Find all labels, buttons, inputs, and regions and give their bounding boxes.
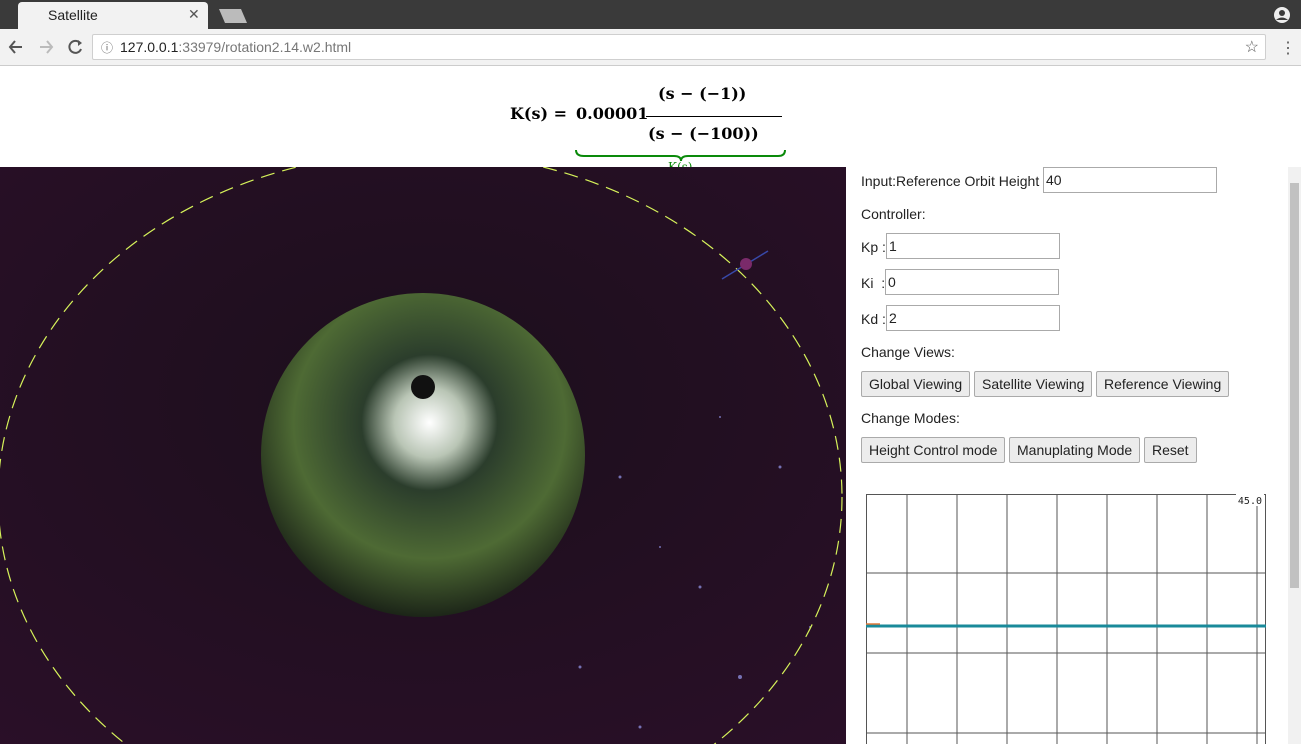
reference-label: Input:Reference Orbit Height [861,173,1040,189]
profile-icon[interactable] [1273,6,1291,24]
ki-input[interactable]: 0 [885,269,1059,295]
controller-label: Controller: [861,206,926,222]
mode-button[interactable]: Reset [1144,437,1197,463]
fraction-bar [646,116,782,117]
nav-buttons[interactable] [8,37,88,57]
3d-scene[interactable] [0,167,846,744]
new-tab[interactable] [215,7,249,25]
control-panel: Input:Reference Orbit Height 40 Controll… [846,167,1288,744]
menu-icon[interactable]: ⋮ [1280,40,1296,57]
kp-label: Kp : [861,239,886,255]
formula-denominator: (s − (−100)) [648,124,759,143]
mode-button[interactable]: Manuplating Mode [1009,437,1141,463]
formula-numerator: (s − (−1)) [658,84,747,103]
underbrace [575,149,786,162]
close-icon[interactable]: ✕ [188,6,200,22]
kd-input[interactable]: 2 [886,305,1060,331]
kp-input[interactable]: 1 [886,233,1060,259]
formula: K(s) = 0.00001 (s − (−1)) (s − (−100)) K… [0,66,846,174]
view-button[interactable]: Satellite Viewing [974,371,1093,397]
ki-label: Ki : [861,275,886,291]
view-button[interactable]: Reference Viewing [1096,371,1230,397]
modes-label: Change Modes: [861,410,960,426]
views-label: Change Views: [861,344,955,360]
mode-button[interactable]: Height Control mode [861,437,1006,463]
formula-lhs: K(s) = [510,104,568,123]
tab[interactable]: Satellite ✕ [18,2,208,29]
strip-chart: 45.0 [866,494,1266,744]
formula-gain: 0.00001 [576,104,649,123]
url-path: :33979/rotation2.14.w2.html [178,39,352,55]
view-button[interactable]: Global Viewing [861,371,971,397]
address-bar[interactable]: ⓘ 127.0.0.1:33979/rotation2.14.w2.html ☆ [92,34,1266,60]
scrollbar[interactable] [1288,167,1301,744]
reference-input[interactable]: 40 [1043,167,1217,193]
url-host: 127.0.0.1 [120,39,179,55]
chart-max-label: 45.0 [1238,496,1262,507]
tab-bar [0,0,1301,29]
tab-title: Satellite [48,7,98,23]
kd-label: Kd : [861,311,886,327]
